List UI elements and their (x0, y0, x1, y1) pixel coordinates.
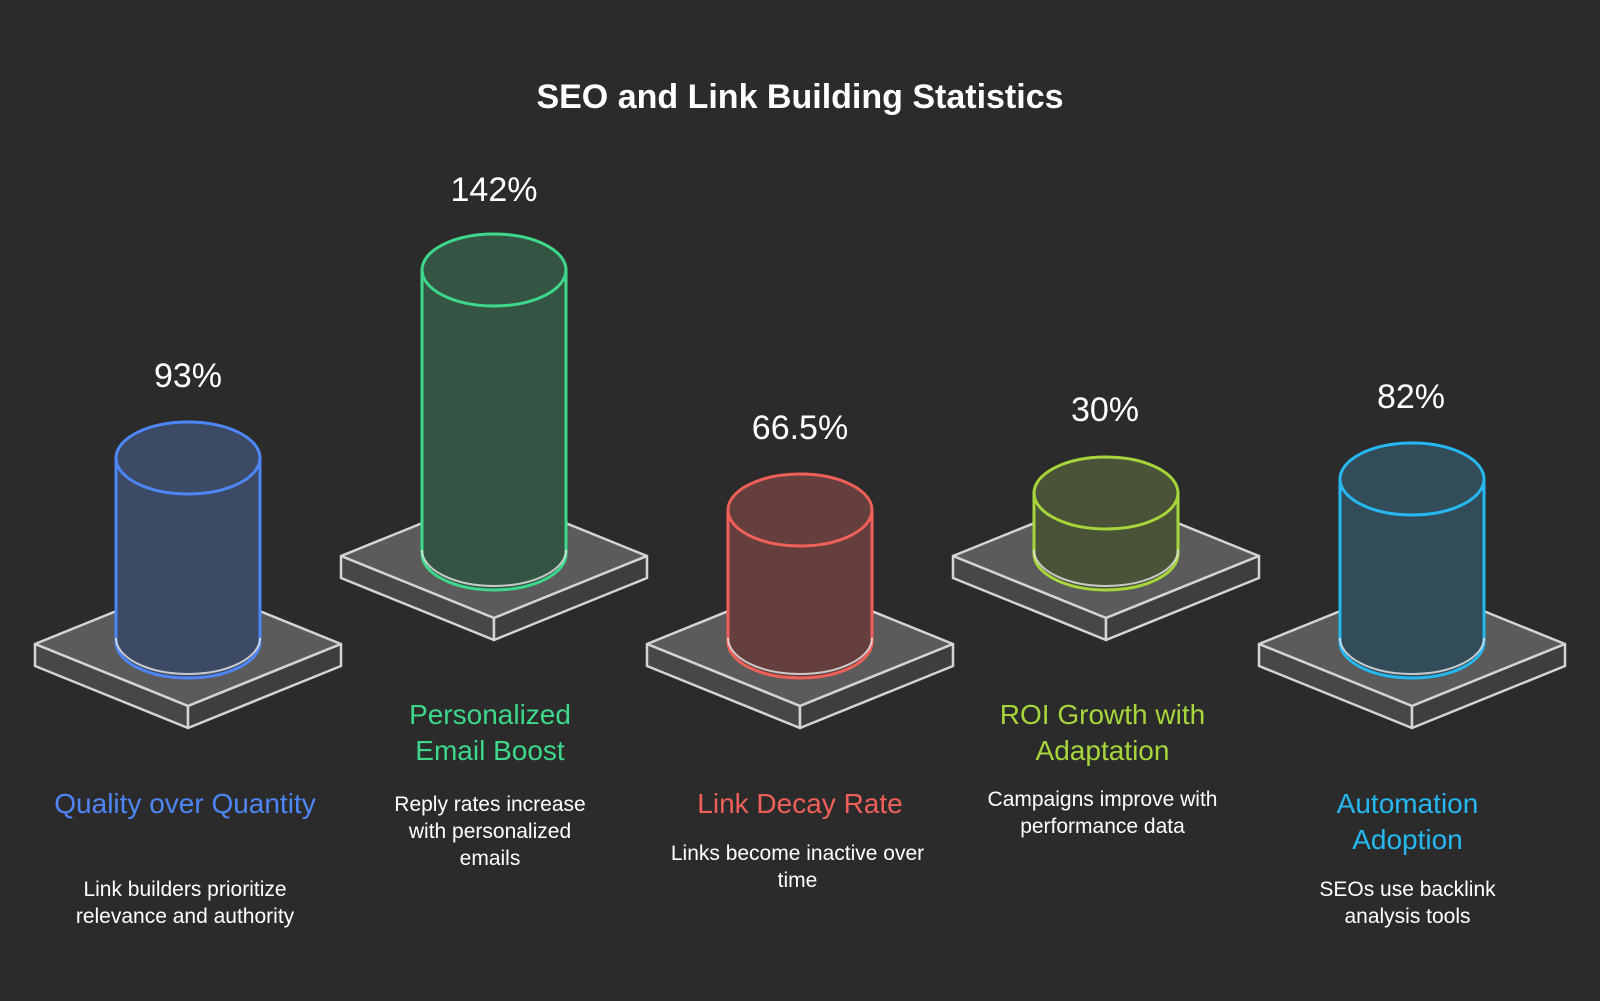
cylinder-top-personalized (420, 232, 568, 308)
stat-desc-automation: SEOs use backlink analysis tools (1319, 878, 1496, 928)
cylinder-body-personalized (420, 268, 568, 592)
stat-value-automation: 82% (1376, 378, 1446, 416)
cylinder-body-automation (1338, 477, 1486, 680)
stat-label-quality: Quality over Quantity (54, 788, 316, 819)
cylinder-rim-quality (115, 637, 261, 675)
stat-value-roi: 30% (1070, 391, 1140, 429)
cylinder-rim-automation (1339, 637, 1485, 675)
stat-value-personalized: 142% (450, 171, 538, 209)
stat-value-quality: 93% (153, 357, 223, 395)
stat-value-decay: 66.5% (751, 409, 849, 447)
page-title: SEO and Link Building Statistics (536, 78, 1064, 116)
cylinder-top-quality (114, 420, 262, 496)
cylinder-body-quality (114, 456, 262, 680)
cylinder-rim-roi (1033, 549, 1179, 587)
cylinder-top-automation (1338, 441, 1486, 517)
stat-desc-roi: Campaigns improve with performance data (987, 788, 1218, 838)
stat-cylinder-automation (1257, 441, 1567, 730)
cylinder-rim-decay (727, 637, 873, 675)
stat-label-automation: Automation Adoption (1336, 788, 1479, 855)
stat-desc-personalized: Reply rates increase with personalized e… (394, 793, 586, 870)
stat-desc-quality: Link builders prioritize relevance and a… (75, 878, 295, 928)
stat-desc-decay: Links become inactive over time (670, 842, 925, 892)
cylinder-rim-personalized (421, 549, 567, 587)
cylinder-top-roi (1032, 455, 1180, 531)
stat-cylinder-decay (645, 472, 955, 730)
cylinder-body-decay (726, 508, 874, 680)
stat-label-personalized: Personalized Email Boost (409, 699, 571, 766)
stat-cylinder-personalized (339, 232, 649, 642)
stat-cylinder-quality (33, 420, 343, 730)
stat-label-roi: ROI Growth with Adaptation (999, 699, 1206, 766)
stat-cylinder-roi (951, 455, 1261, 642)
stat-label-decay: Link Decay Rate (697, 788, 903, 819)
cylinder-top-decay (726, 472, 874, 548)
